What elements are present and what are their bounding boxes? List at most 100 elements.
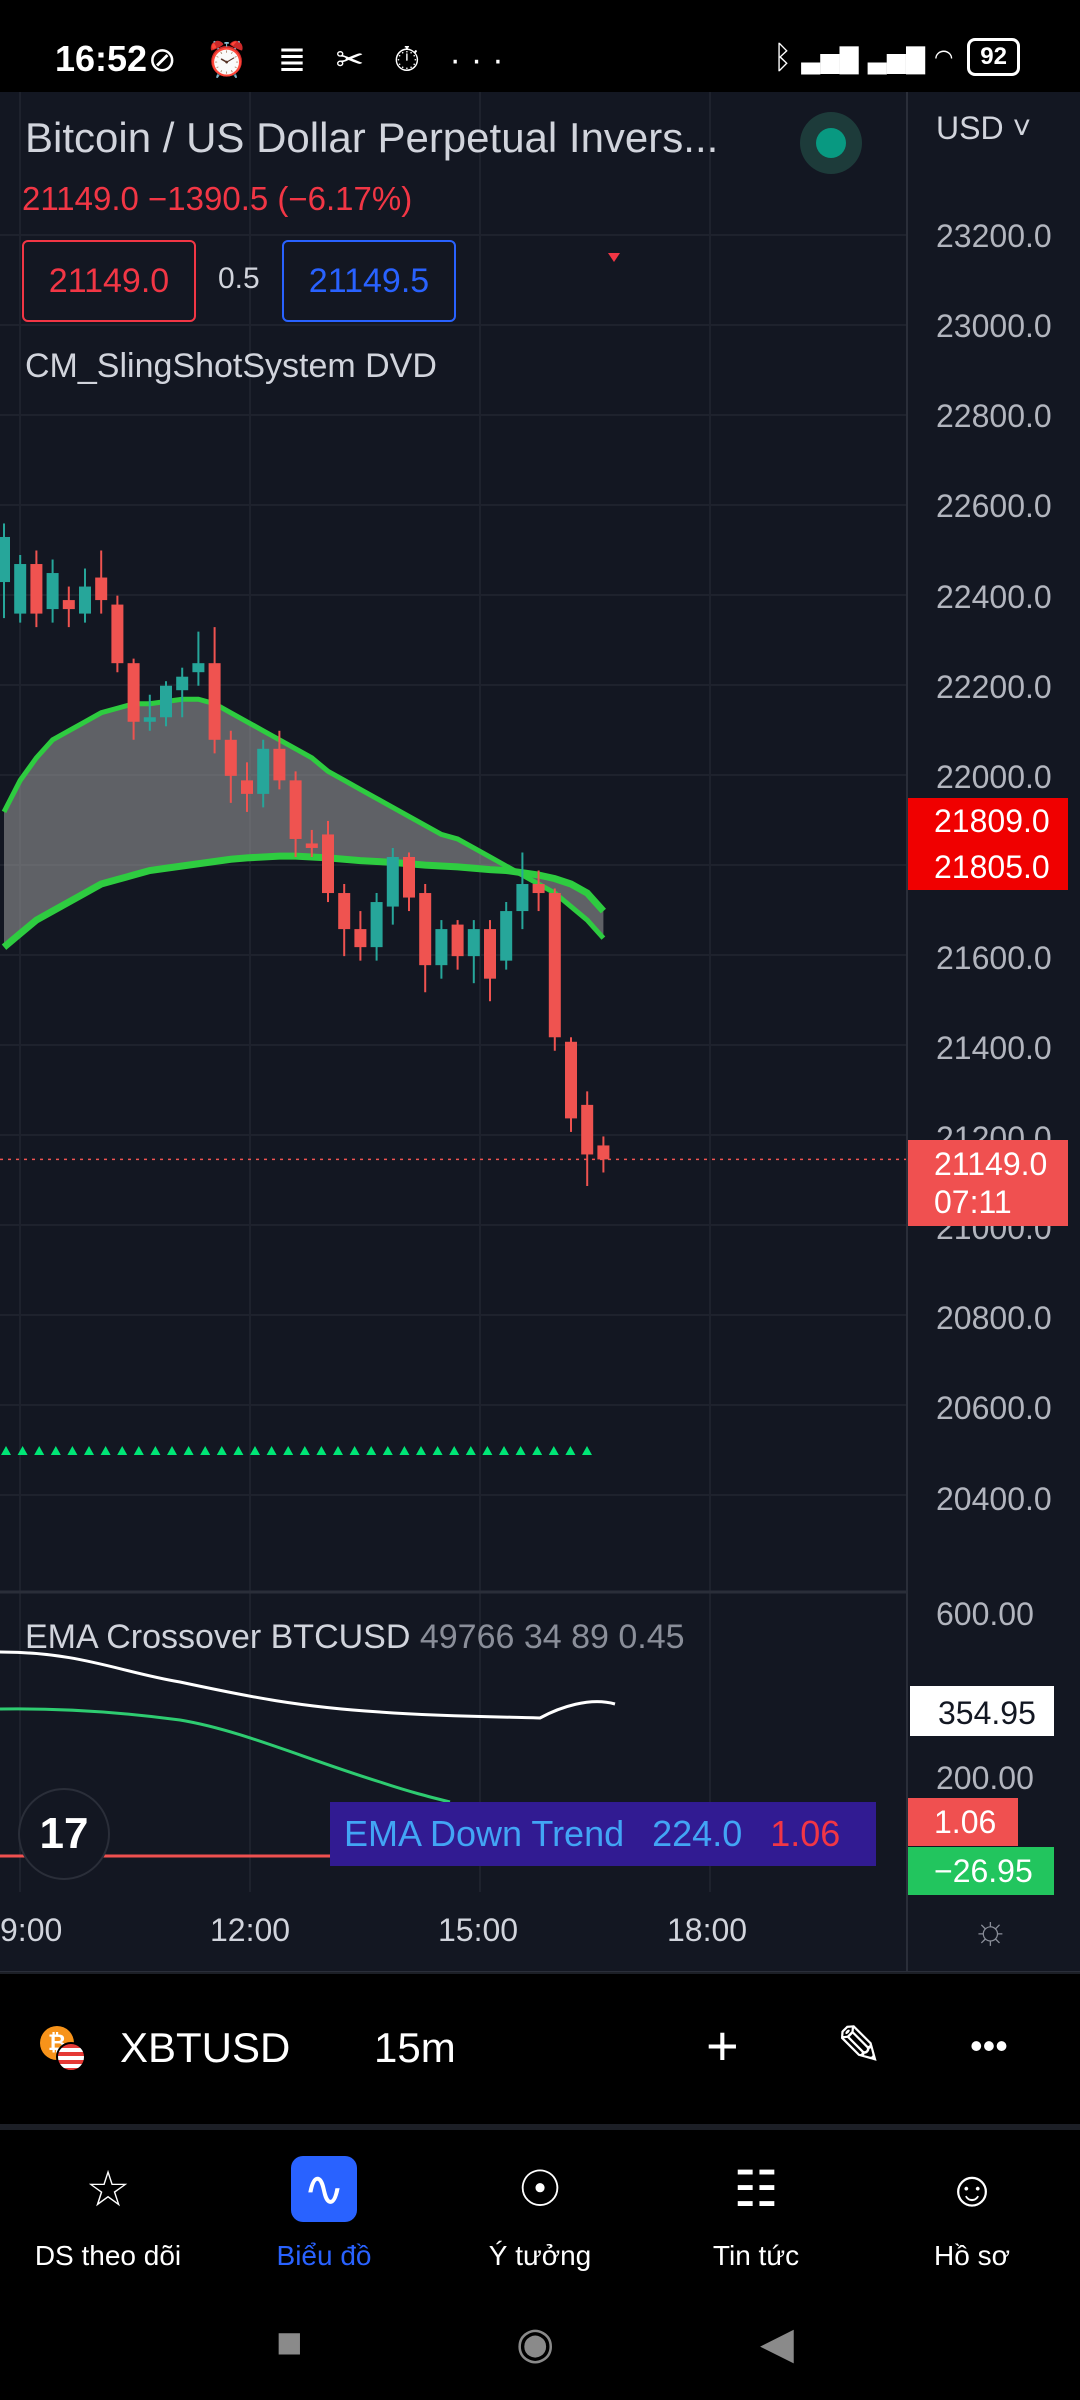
currency-selector[interactable]: USD ˅	[936, 110, 1032, 146]
chart-canvas[interactable]	[0, 92, 1080, 1972]
chart-icon: ∿	[291, 2156, 357, 2222]
signal-triangle-icon	[266, 1446, 277, 1455]
bottom-navigation: ☆ DS theo dõi ∿ Biểu đồ ☉ Ý tưởng ☷ Tin …	[0, 2124, 1080, 2284]
candle-body	[224, 739, 237, 776]
chart-pane[interactable]: Bitcoin / US Dollar Perpetual Invers... …	[0, 92, 1080, 1972]
buy-button[interactable]: 21149.5	[282, 240, 456, 322]
ema-white-line	[0, 1650, 616, 1720]
ema-indicator-name: EMA Crossover BTCUSD	[25, 1618, 411, 1656]
ema-slow-line	[1, 852, 607, 950]
candle-body	[435, 929, 448, 966]
home-icon[interactable]: ◉	[516, 2319, 555, 2368]
candle-body	[565, 1041, 577, 1119]
star-icon: ☆	[85, 2161, 131, 2217]
candle-body	[192, 663, 205, 673]
candle-body	[581, 1104, 594, 1155]
signal-triangle-icon	[50, 1446, 61, 1455]
battery-icon: 92	[967, 38, 1020, 76]
candle-body	[354, 929, 367, 948]
candle-body	[548, 893, 561, 1038]
candle-body	[370, 902, 383, 948]
price-tick: 20400.0	[936, 1481, 1052, 1517]
signal-triangle-icon	[416, 1446, 426, 1455]
oscillator-tick: 200.00	[936, 1760, 1034, 1796]
chart-settings-gear-icon[interactable]: ☼	[972, 1908, 1009, 1952]
price-tick: 23000.0	[936, 308, 1052, 344]
price-tick: 21600.0	[936, 940, 1052, 976]
marker-triangle-icon	[608, 253, 620, 262]
signal-triangle-icon	[349, 1446, 360, 1455]
drawing-tools-pencil-icon[interactable]: ✎	[836, 2014, 883, 2077]
signal-triangle-icon	[117, 1446, 128, 1455]
news-icon: ☷	[733, 2161, 779, 2217]
candle-body	[451, 924, 464, 957]
oscillator-red-tag: 1.06	[908, 1798, 1018, 1846]
signal-triangle-icon	[532, 1446, 543, 1455]
price-tick: 22200.0	[936, 669, 1052, 705]
chart-toolbar: ₿ XBTUSD 15m + ✎ •••	[0, 1972, 1080, 2122]
interval-selector[interactable]: 15m	[374, 2024, 456, 2071]
last-price-tag: 21149.0 07:11	[908, 1140, 1068, 1226]
candle-body	[14, 564, 27, 614]
candle-body	[160, 685, 172, 718]
trend-value: 224.0	[652, 1813, 743, 1854]
indicator-legend[interactable]: CM_SlingShotSystem DVD	[25, 347, 437, 385]
symbol-selector[interactable]: XBTUSD	[120, 2024, 291, 2071]
signal-triangle-icon	[482, 1446, 493, 1455]
status-bar: 16:52 ⊘ ⏰ ≣ ✂ ⏱ ··· ᛒ ▃▅▇ ▃▅▇ ◠ 92	[0, 0, 1080, 92]
lightbulb-icon: ☉	[517, 2161, 563, 2217]
signal-triangle-icon	[200, 1446, 211, 1455]
candle-body	[46, 573, 59, 610]
symbol-title[interactable]: Bitcoin / US Dollar Perpetual Invers...	[25, 114, 719, 161]
signal-triangle-icon	[333, 1446, 343, 1455]
signal-triangle-icon	[366, 1446, 377, 1455]
connectivity-icons: ᛒ ▃▅▇ ▃▅▇ ◠	[773, 38, 954, 75]
signal-triangle-icon	[167, 1446, 177, 1455]
price-tick: 22400.0	[936, 579, 1052, 615]
signal-triangle-icon	[133, 1446, 144, 1455]
candle-body	[241, 780, 253, 794]
ema-trend-box: EMA Down Trend 224.0 1.06	[330, 1802, 876, 1866]
signal-triangle-icon	[233, 1446, 244, 1455]
market-status-indicator[interactable]	[800, 112, 862, 174]
signal-triangle-icon	[150, 1446, 161, 1455]
candle-body	[403, 856, 415, 898]
candle-body	[386, 856, 399, 907]
ema-upper-value: 21809.0	[934, 803, 1050, 839]
nav-watchlist[interactable]: ☆ DS theo dõi	[0, 2144, 216, 2272]
candle-body	[338, 893, 351, 930]
signal-triangle-icon	[283, 1446, 294, 1455]
price-scale[interactable]: USD ˅ 23200.0 23000.0 22800.0 22600.0 22…	[906, 92, 1080, 1972]
back-icon[interactable]: ◀	[760, 2319, 794, 2368]
add-indicator-button[interactable]: +	[706, 2014, 739, 2077]
price-tick: 23200.0	[936, 218, 1052, 254]
signal-triangle-icon	[582, 1446, 592, 1455]
us-flag-icon	[56, 2042, 86, 2072]
system-navigation-bar: ■ ◉ ◀	[0, 2284, 1080, 2400]
trend-ratio: 1.06	[770, 1813, 841, 1854]
oscillator-green-tag: −26.95	[908, 1847, 1054, 1895]
price-tick: 20600.0	[936, 1390, 1052, 1426]
ema-fast-line	[1, 696, 606, 940]
nav-chart[interactable]: ∿ Biểu đồ	[216, 2144, 432, 2272]
signal-triangle-icon	[449, 1446, 460, 1455]
tradingview-logo-icon[interactable]: 17	[18, 1788, 110, 1880]
candle-body	[500, 911, 513, 961]
recent-apps-icon[interactable]: ■	[276, 2318, 303, 2367]
candle-body	[419, 893, 432, 966]
more-options-button[interactable]: •••	[970, 2025, 1008, 2066]
signal-triangle-icon	[399, 1446, 410, 1455]
system-indicators: ᛒ ▃▅▇ ▃▅▇ ◠ 92	[773, 38, 1020, 76]
market-open-dot-icon	[816, 128, 846, 158]
smiley-icon: ☺	[946, 2161, 998, 2217]
candle-body	[516, 884, 529, 912]
price-change: 21149.0 −1390.5 (−6.17%)	[22, 180, 413, 217]
candle-body	[484, 929, 496, 979]
nav-ideas[interactable]: ☉ Ý tưởng	[432, 2144, 648, 2272]
ema-green-line	[0, 1707, 451, 1804]
nav-profile[interactable]: ☺ Hồ sơ	[864, 2144, 1080, 2272]
sell-button[interactable]: 21149.0	[22, 240, 196, 322]
ema-indicator-legend[interactable]: EMA Crossover BTCUSD 49766 34 89 0.45	[25, 1618, 685, 1657]
nav-news[interactable]: ☷ Tin tức	[648, 2144, 864, 2272]
candle-body	[143, 717, 156, 722]
